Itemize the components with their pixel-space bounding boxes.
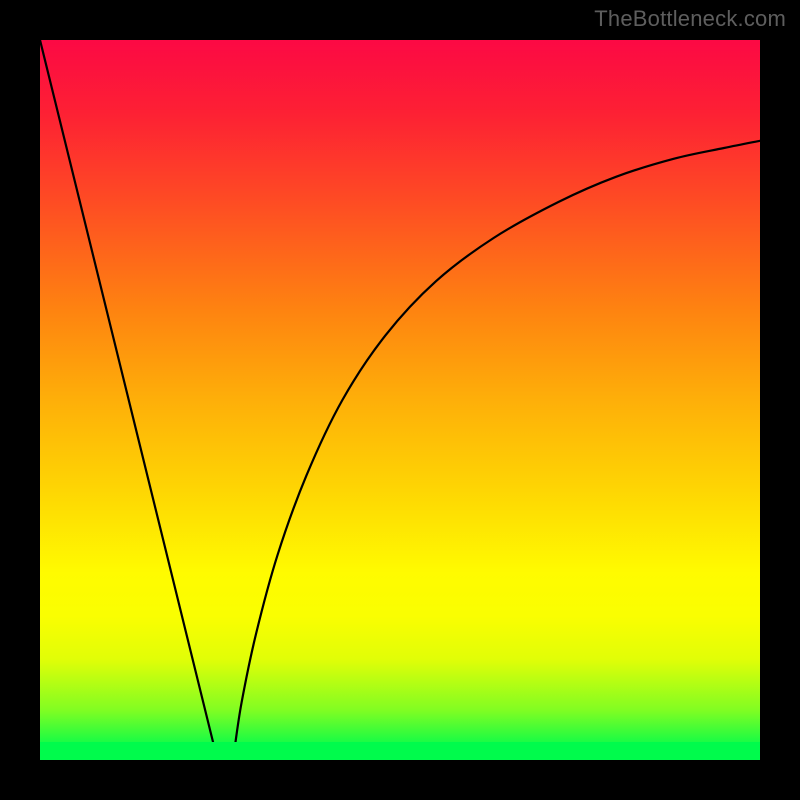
gradient-background (40, 40, 760, 760)
chart-container (40, 40, 760, 760)
bottleneck-curve-chart (40, 40, 760, 760)
bottom-green-bar (40, 742, 760, 760)
watermark-text: TheBottleneck.com (594, 6, 786, 32)
